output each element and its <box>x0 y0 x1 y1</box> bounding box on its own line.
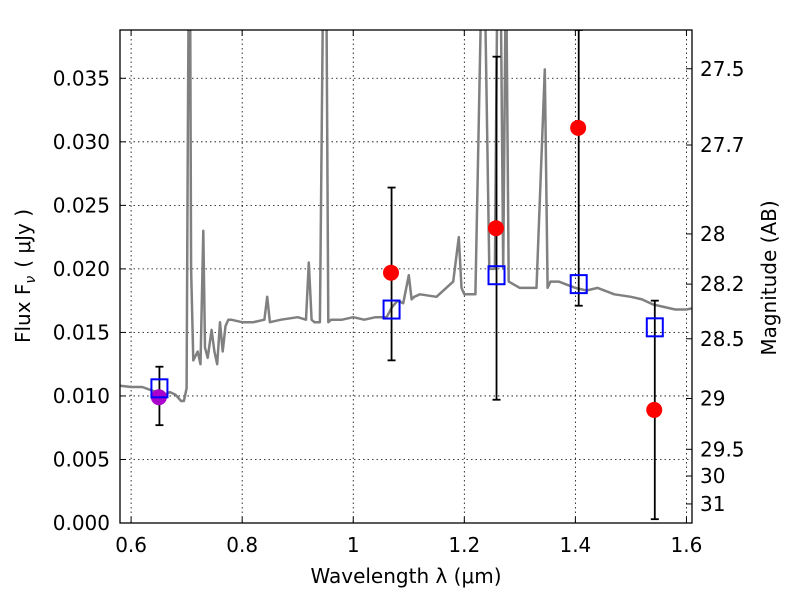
x-tick-label: 0.6 <box>115 533 147 557</box>
x-tick-label: 1 <box>347 533 360 557</box>
y-tick-label: 0.035 <box>53 66 110 90</box>
y-axis-label-unit: ( μJy ) <box>11 209 35 268</box>
y-axis-label-main: Flux F <box>11 284 35 343</box>
ticks: 0.6 0.8 1 1.2 1.4 1.6 0.000 0.005 0.010 0.015 0.02… <box>53 30 745 557</box>
observed-point <box>487 220 504 237</box>
observed-point <box>570 119 587 136</box>
y-tick-label: 0.020 <box>53 257 110 281</box>
x-axis-label: Wavelength λ (μm) <box>310 564 501 588</box>
right-tick-label: 27.7 <box>700 133 745 157</box>
y-tick-label: 0.005 <box>53 447 110 471</box>
right-tick-label: 29.5 <box>700 437 745 461</box>
y-axis-label-sub: ν <box>23 276 39 284</box>
x-tick-label: 1.6 <box>671 533 703 557</box>
right-tick-label: 31 <box>700 492 725 516</box>
right-tick-label: 29 <box>700 386 725 410</box>
observed-point <box>383 264 400 281</box>
right-tick-label: 30 <box>700 464 725 488</box>
spectrum-line <box>120 30 692 403</box>
y-tick-label: 0.015 <box>53 320 110 344</box>
model-point <box>150 378 169 399</box>
plot-frame <box>119 29 693 524</box>
y-tick-label: 0.000 <box>53 511 110 535</box>
right-tick-label: 27.5 <box>700 57 745 81</box>
right-tick-label: 28 <box>700 222 725 246</box>
plot-area <box>120 30 692 521</box>
right-tick-label: 28.5 <box>700 327 745 351</box>
y-axis-label: Flux Fν ( μJy ) <box>11 209 39 343</box>
y-tick-label: 0.010 <box>53 384 110 408</box>
grid <box>120 30 692 524</box>
right-tick-label: 28.2 <box>700 272 745 296</box>
model-point <box>645 317 664 338</box>
x-tick-label: 1.2 <box>448 533 480 557</box>
model-point <box>487 265 506 286</box>
right-axis-label: Magnitude (AB) <box>757 200 781 355</box>
observed-point <box>646 401 663 418</box>
x-tick-label: 0.8 <box>226 533 258 557</box>
y-tick-label: 0.030 <box>53 130 110 154</box>
x-tick-label: 1.4 <box>559 533 591 557</box>
model-point <box>382 299 401 320</box>
model-point <box>569 274 588 295</box>
y-tick-label: 0.025 <box>53 193 110 217</box>
